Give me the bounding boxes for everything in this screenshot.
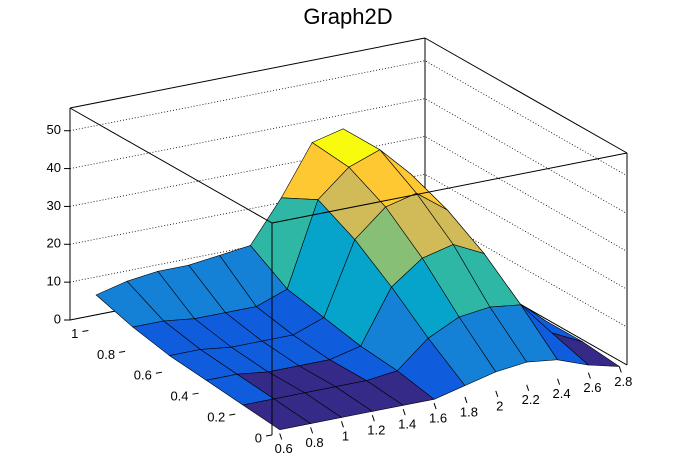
z-tick-label: 30 <box>47 198 61 213</box>
x-tick <box>402 408 406 416</box>
grid-line <box>69 211 628 328</box>
x-tick-label: 1.2 <box>367 423 385 438</box>
z-tick-label: 10 <box>47 274 61 289</box>
x-tick <box>279 433 283 440</box>
chart-title: Graph2D <box>303 4 392 29</box>
box-edge <box>424 37 628 154</box>
grid-line <box>69 135 628 252</box>
x-tick-label: 0.8 <box>306 435 324 450</box>
x-tick <box>433 402 437 410</box>
y-tick-label: 0.6 <box>134 368 152 383</box>
x-tick-label: 0.6 <box>275 441 293 456</box>
y-tick-label: 0.2 <box>207 410 225 425</box>
z-tick-label: 40 <box>47 160 61 175</box>
y-tick <box>82 329 89 332</box>
box-edge <box>69 107 273 224</box>
y-tick-label: 0.8 <box>97 347 115 362</box>
grid-line <box>69 60 628 177</box>
box-edge <box>69 37 426 109</box>
x-tick-label: 2 <box>496 398 503 413</box>
x-tick <box>557 378 561 385</box>
box-edge <box>271 152 628 224</box>
grid-line <box>69 98 628 214</box>
z-tick-label: 20 <box>47 236 61 251</box>
surface-cell <box>242 398 312 431</box>
x-tick <box>587 372 591 379</box>
x-tick <box>526 384 530 391</box>
x-tick-label: 2.8 <box>614 374 632 389</box>
x-tick <box>618 366 622 373</box>
grid-line <box>69 173 628 290</box>
y-tick-label: 0 <box>255 430 262 445</box>
y-tick <box>119 350 126 353</box>
y-tick <box>155 371 162 374</box>
x-tick-label: 2.2 <box>522 392 540 407</box>
x-tick <box>310 427 314 434</box>
x-tick-label: 1.8 <box>460 404 478 419</box>
x-tick <box>340 421 344 428</box>
z-tick-label: 0 <box>54 311 61 326</box>
y-tick-label: 1 <box>71 326 78 341</box>
z-tick-label: 50 <box>47 122 61 137</box>
x-tick <box>464 396 468 404</box>
x-tick-label: 2.6 <box>583 380 601 395</box>
x-tick <box>371 415 375 422</box>
x-tick-label: 2.4 <box>553 386 571 401</box>
x-tick-label: 1 <box>342 429 349 444</box>
y-tick <box>265 434 273 437</box>
y-tick <box>192 392 199 395</box>
x-tick <box>495 390 499 398</box>
x-tick-label: 1.6 <box>429 410 447 425</box>
y-tick <box>229 413 236 416</box>
x-tick-label: 1.4 <box>398 417 416 432</box>
y-tick-label: 0.4 <box>170 389 188 404</box>
